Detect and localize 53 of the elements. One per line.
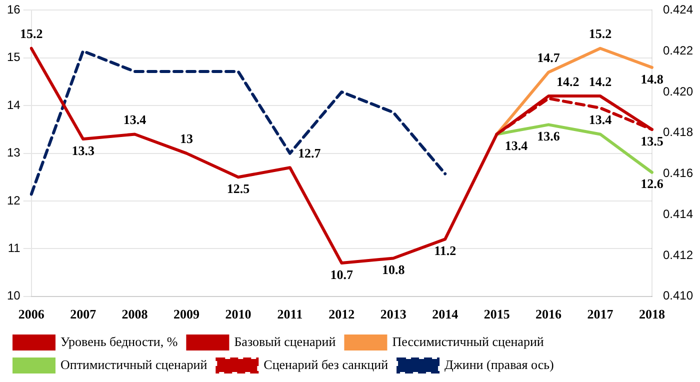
data-label: 14.2 <box>556 74 580 89</box>
y2-tick-label: 0.418 <box>662 125 694 140</box>
y-tick-label: 10 <box>6 288 21 303</box>
data-label: 10.7 <box>330 266 354 282</box>
data-label: 10.8 <box>382 262 406 278</box>
y-tick-label: 14 <box>6 98 21 112</box>
legend-label: Уровень бедности, % <box>60 334 178 349</box>
x-tick-label: 2017 <box>587 306 614 322</box>
data-label: 15.2 <box>588 26 612 42</box>
data-label: 11.2 <box>434 243 456 258</box>
y-tick-label: 16 <box>6 2 21 17</box>
data-label: 13.3 <box>72 142 95 158</box>
y2-tick-label: 0.412 <box>662 248 694 262</box>
y2-tick-label: 0.420 <box>662 84 694 98</box>
data-label: 13.5 <box>640 133 664 148</box>
data-label: 12.6 <box>640 176 664 192</box>
x-tick-label: 2012 <box>328 306 355 322</box>
x-tick-label: 2009 <box>174 306 200 322</box>
x-tick-label: 2010 <box>225 306 252 322</box>
legend-label: Пессимистичный сценарий <box>392 334 544 349</box>
data-label: 13.4 <box>588 112 612 128</box>
x-tick-label: 2018 <box>638 306 666 322</box>
x-tick-label: 2006 <box>18 306 45 322</box>
y2-tick-label: 0.424 <box>662 2 694 17</box>
x-tick-label: 2016 <box>536 306 562 322</box>
y2-tick-label: 0.422 <box>662 43 694 58</box>
y-tick-label: 12 <box>6 193 21 208</box>
data-label: 15.2 <box>20 26 43 42</box>
y-tick-label: 15 <box>6 50 21 64</box>
x-tick-label: 2007 <box>70 306 97 322</box>
y2-tick-label: 0.416 <box>662 166 694 180</box>
y2-tick-label: 0.414 <box>662 206 694 221</box>
y2-tick-label: 0.410 <box>662 288 694 303</box>
legend-label: Джини (правая ось) <box>444 356 554 372</box>
x-tick-label: 2008 <box>122 306 148 322</box>
data-label: 14.2 <box>588 74 612 89</box>
data-label: 13.4 <box>123 112 147 128</box>
x-tick-label: 2011 <box>277 306 303 322</box>
data-label: 14.7 <box>537 50 560 66</box>
x-tick-label: 2015 <box>484 306 510 322</box>
y-tick-label: 13 <box>6 146 21 160</box>
data-label: 14.8 <box>640 71 664 86</box>
y-tick-label: 11 <box>8 241 21 256</box>
legend-label: Оптимистичный сценарий <box>60 356 208 372</box>
legend-label: Сценарий без санкций <box>264 356 388 372</box>
x-tick-label: 2014 <box>432 306 459 322</box>
data-label: 12.5 <box>226 181 250 196</box>
data-label: 13.4 <box>504 138 528 154</box>
data-label: 13 <box>180 131 194 146</box>
data-label: 13.6 <box>537 128 560 144</box>
data-label: 12.7 <box>298 145 322 160</box>
x-tick-label: 2013 <box>380 306 407 322</box>
legend-label: Базовый сценарий <box>234 334 336 349</box>
